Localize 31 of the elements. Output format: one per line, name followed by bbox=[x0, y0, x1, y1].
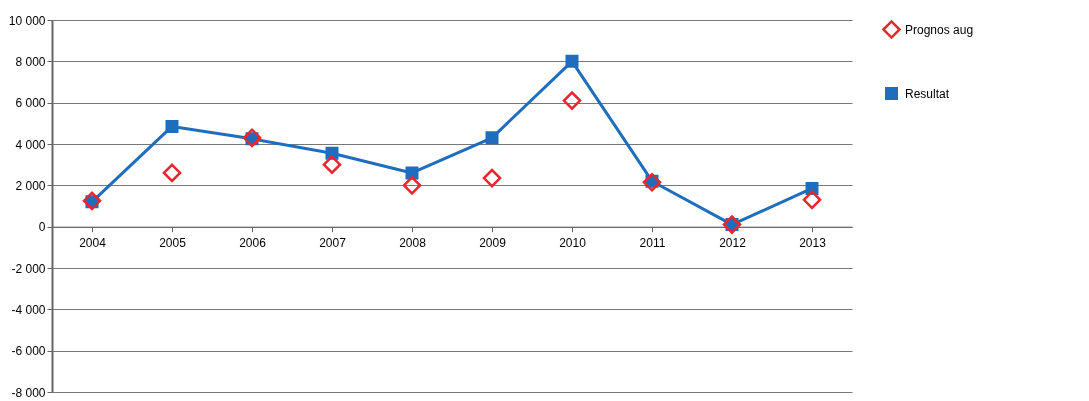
point bbox=[402, 176, 422, 195]
point bbox=[482, 168, 502, 188]
x-tick-label: 2010 bbox=[559, 236, 587, 251]
y-tick-label: 0 bbox=[38, 220, 46, 235]
y-tick-label: 6 000 bbox=[15, 96, 46, 111]
x-tick-label: 2011 bbox=[639, 236, 666, 251]
y-tick-label: -4 000 bbox=[11, 302, 46, 317]
point bbox=[162, 163, 182, 183]
point bbox=[802, 190, 822, 210]
point bbox=[565, 54, 579, 68]
point bbox=[322, 155, 342, 174]
point bbox=[562, 91, 582, 110]
y-tick-label: -6 000 bbox=[11, 344, 46, 359]
x-tick-label: 2012 bbox=[719, 236, 747, 251]
y-tick-label: 10 000 bbox=[8, 13, 46, 28]
x-tick-label: 2007 bbox=[319, 236, 347, 251]
x-tick-label: 2013 bbox=[799, 236, 827, 251]
x-tick-label: 2008 bbox=[399, 236, 427, 251]
y-tick-label: 8 000 bbox=[15, 54, 46, 69]
y-tick-label: 4 000 bbox=[15, 137, 46, 152]
x-tick-label: 2006 bbox=[239, 236, 267, 251]
x-tick-label: 2004 bbox=[79, 236, 107, 251]
point bbox=[165, 119, 179, 133]
point bbox=[485, 131, 499, 145]
legend-label: Resultat bbox=[905, 86, 950, 101]
y-tick-label: -8 000 bbox=[11, 385, 46, 400]
legend-label: Prognos aug bbox=[905, 22, 974, 37]
y-tick-label: 2 000 bbox=[15, 178, 46, 193]
x-tick-label: 2005 bbox=[159, 236, 187, 251]
y-tick-label: -2 000 bbox=[11, 261, 46, 276]
x-tick-label: 2009 bbox=[479, 236, 507, 251]
